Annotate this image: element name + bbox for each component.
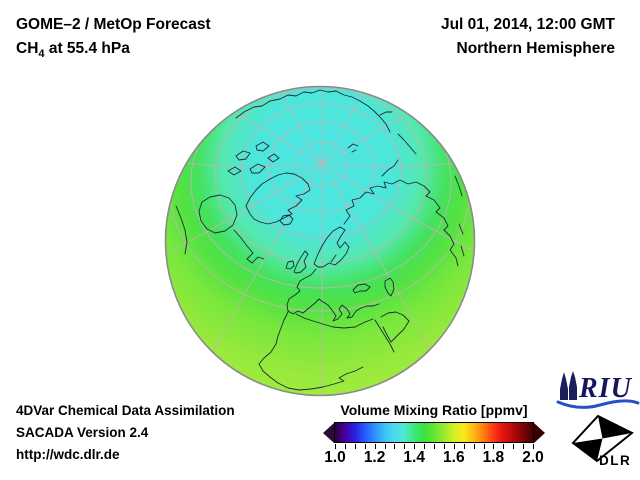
pressure-level: at 55.4 hPa	[44, 40, 130, 57]
colorbar	[323, 422, 545, 443]
colorbar-ticks	[335, 444, 534, 449]
colorbar-tick-label: 2.0	[522, 449, 544, 466]
colorbar-tick-label: 1.4	[403, 449, 425, 466]
colorbar-tick-label: 1.6	[443, 449, 465, 466]
colorbar-title: Volume Mixing Ratio [ppmv]	[340, 402, 528, 418]
species-level-title: CH4 at 55.4 hPa	[16, 41, 130, 62]
colorbar-left-arrow-icon	[323, 422, 334, 443]
riu-wave-icon	[556, 399, 640, 409]
riu-text: RIU	[578, 373, 633, 404]
version-label: SACADA Version 2.4	[16, 425, 149, 440]
colorbar-right-arrow-icon	[534, 422, 545, 443]
globe-fill	[166, 87, 474, 395]
riu-logo: RIU	[556, 371, 640, 409]
colorbar-tick-labels: 1.0 1.2 1.4 1.6 1.8 2.0	[324, 449, 544, 467]
coast-asia	[343, 110, 465, 267]
coastlines	[175, 89, 465, 391]
species-symbol: CH	[16, 40, 39, 57]
dlr-emblem-icon	[571, 414, 634, 463]
datetime-label: Jul 01, 2014, 12:00 GMT	[440, 16, 615, 33]
colorbar-tick-label: 1.0	[324, 449, 346, 466]
hemisphere-label: Northern Hemisphere	[456, 40, 615, 57]
colorbar-gradient	[334, 422, 534, 443]
colorbar-tick-label: 1.2	[363, 449, 386, 466]
colorbar-tick-label: 1.8	[482, 449, 505, 466]
coast-north-america	[175, 89, 375, 264]
riu-cathedral-icon	[560, 371, 577, 400]
coast-europe-africa	[258, 226, 410, 391]
coast-greenland-iceland	[245, 143, 359, 226]
dlr-logo: DLR	[571, 414, 634, 468]
dlr-text: DLR	[599, 453, 631, 468]
product-title: GOME–2 / MetOp Forecast	[16, 16, 211, 33]
species-subscript: 4	[38, 48, 45, 61]
url-label: http://wdc.dlr.de	[16, 447, 120, 462]
globe-rim	[164, 85, 476, 397]
assimilation-label: 4DVar Chemical Data Assimilation	[16, 403, 235, 418]
